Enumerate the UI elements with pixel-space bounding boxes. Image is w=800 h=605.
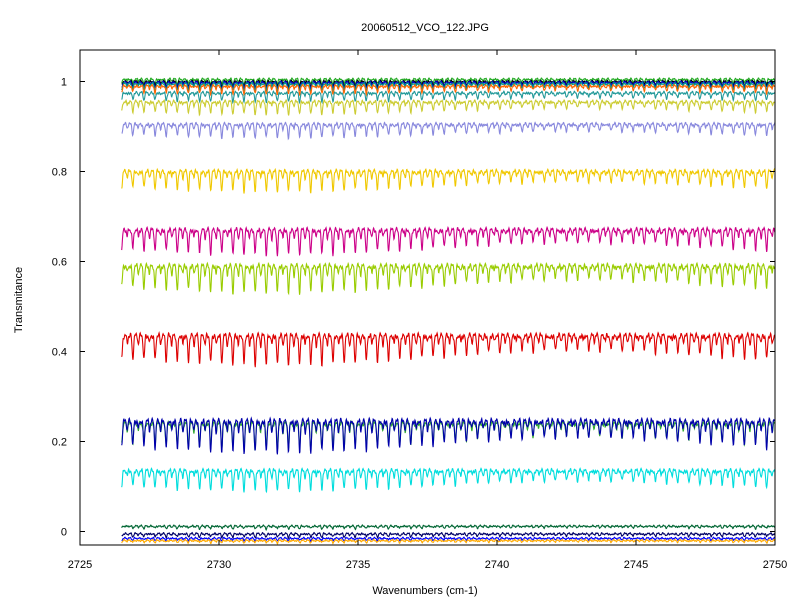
y-axis-ticks: 0 0.2 0.4 0.6 0.8 1 bbox=[52, 77, 775, 539]
series-line bbox=[121, 90, 776, 105]
series-line bbox=[121, 121, 776, 141]
y-tick-label: 0 bbox=[61, 527, 67, 539]
y-tick-label: 1 bbox=[61, 77, 67, 89]
x-axis-ticks: 2725 2730 2735 2740 2745 2750 bbox=[68, 50, 787, 571]
series-line bbox=[121, 225, 776, 257]
series-line bbox=[121, 536, 776, 543]
series-line bbox=[121, 524, 776, 532]
x-tick-label: 2730 bbox=[207, 559, 231, 571]
series-line bbox=[121, 261, 776, 296]
x-tick-label: 2750 bbox=[763, 559, 787, 571]
series-line bbox=[121, 416, 776, 455]
plot-frame bbox=[79, 49, 776, 546]
x-axis-label: Wavenumbers (cm-1) bbox=[372, 585, 477, 597]
y-axis-label: Transmitance bbox=[13, 267, 25, 333]
chart-title: 20060512_VCO_122.JPG bbox=[361, 22, 489, 34]
x-tick-label: 2740 bbox=[485, 559, 509, 571]
series-line bbox=[121, 83, 776, 97]
series-line bbox=[121, 330, 776, 368]
x-tick-label: 2725 bbox=[68, 559, 92, 571]
y-tick-label: 0.8 bbox=[52, 167, 67, 179]
x-tick-label: 2735 bbox=[346, 559, 370, 571]
series-line bbox=[121, 81, 776, 95]
y-tick-label: 0.4 bbox=[52, 347, 67, 359]
y-tick-label: 0.2 bbox=[52, 437, 67, 449]
series-line bbox=[121, 98, 776, 117]
series-line bbox=[121, 467, 776, 494]
x-tick-label: 2745 bbox=[624, 559, 648, 571]
series-line bbox=[121, 538, 776, 545]
series-line bbox=[121, 167, 776, 194]
y-tick-label: 0.6 bbox=[52, 257, 67, 269]
series-layer bbox=[121, 77, 776, 545]
series-line bbox=[121, 77, 776, 88]
series-line bbox=[121, 531, 776, 540]
